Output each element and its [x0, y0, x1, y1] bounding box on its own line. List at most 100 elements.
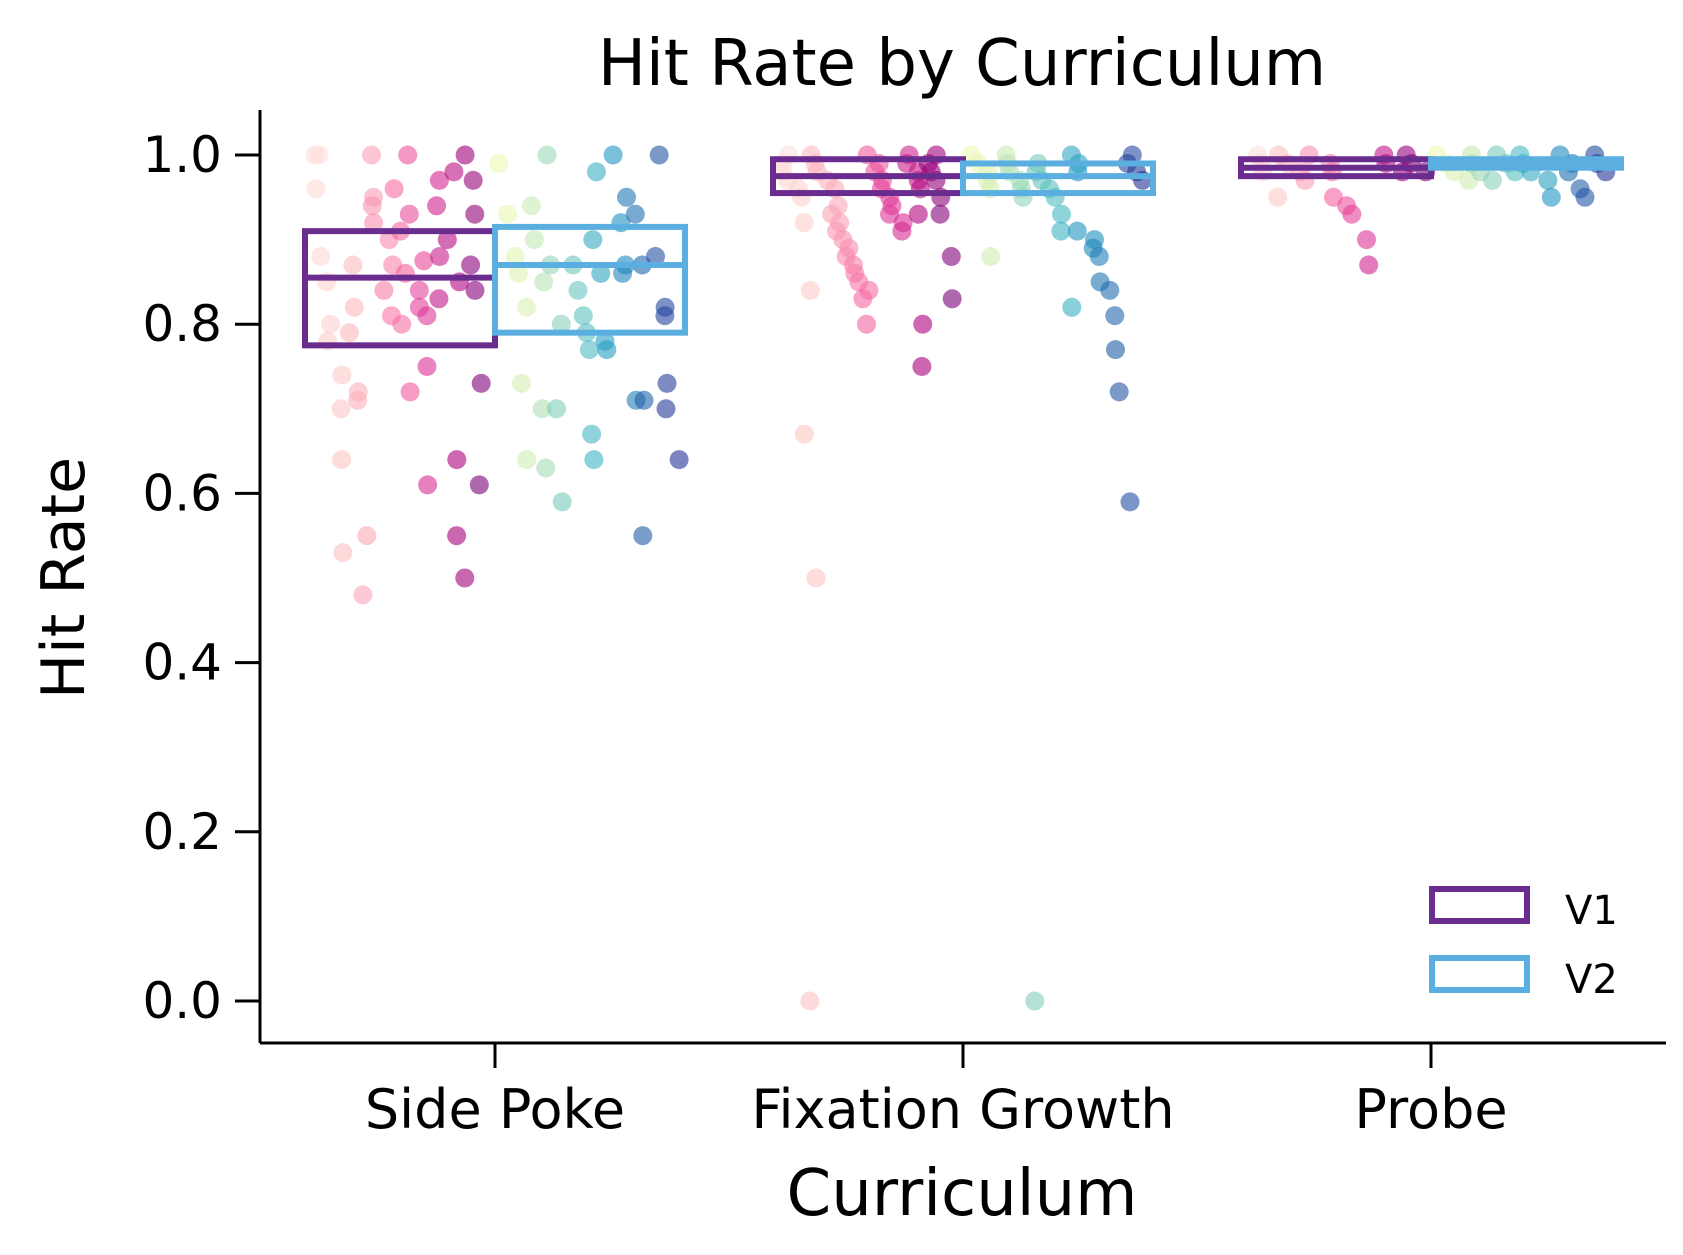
- data-point: [332, 365, 352, 385]
- data-point: [517, 297, 536, 317]
- data-point: [794, 424, 814, 444]
- data-point: [579, 340, 599, 360]
- data-point: [429, 170, 449, 190]
- data-point: [427, 196, 447, 216]
- data-point: [1575, 187, 1595, 207]
- data-point: [498, 204, 517, 224]
- data-point: [1109, 382, 1129, 402]
- data-point: [649, 145, 669, 165]
- data-point: [311, 247, 331, 266]
- data-point: [582, 424, 602, 444]
- data-point: [1100, 280, 1120, 300]
- data-point: [908, 204, 928, 224]
- data-point: [344, 297, 364, 317]
- data-point: [633, 526, 653, 546]
- data-point: [625, 204, 645, 224]
- data-point: [1062, 297, 1082, 317]
- data-point: [524, 230, 544, 250]
- legend: V1 V2: [1429, 886, 1618, 1003]
- y-axis-label: Hit Rate: [29, 457, 99, 699]
- data-point: [521, 196, 541, 216]
- x-axis-label: Curriculum: [787, 1157, 1138, 1231]
- chart-title: Hit Rate by Curriculum: [598, 27, 1326, 101]
- data-point: [586, 162, 606, 182]
- data-point: [634, 390, 654, 410]
- data-point: [794, 213, 814, 233]
- data-point: [941, 247, 961, 266]
- y-tick-label: 0.6: [142, 464, 222, 522]
- data-point: [1067, 221, 1087, 241]
- data-point: [417, 357, 437, 376]
- legend-swatch-v2: [1429, 955, 1530, 993]
- data-point: [603, 145, 623, 165]
- data-point: [321, 314, 340, 334]
- data-point: [471, 373, 491, 393]
- data-point: [551, 314, 571, 334]
- data-point: [532, 399, 552, 419]
- data-point: [1051, 221, 1071, 241]
- data-point: [399, 204, 419, 224]
- data-point: [617, 187, 636, 207]
- y-tick-label: 0.4: [142, 634, 222, 692]
- data-point: [583, 230, 603, 250]
- data-point: [511, 373, 531, 393]
- data-point: [1268, 187, 1288, 207]
- data-point: [455, 145, 475, 165]
- data-point: [597, 340, 617, 360]
- data-point: [892, 221, 912, 241]
- data-point: [461, 255, 481, 275]
- data-point: [1089, 247, 1109, 266]
- x-tick-label: Probe: [1354, 1078, 1507, 1141]
- y-ticks: 0.0 0.2 0.4 0.6 0.8 1.0: [142, 126, 260, 1030]
- data-point: [1052, 204, 1071, 224]
- data-point: [800, 280, 820, 300]
- data-point: [429, 289, 449, 309]
- legend-label-v2: V2: [1565, 957, 1618, 1003]
- data-point: [853, 289, 873, 309]
- data-point: [343, 255, 363, 275]
- data-point: [880, 204, 899, 224]
- y-tick-label: 1.0: [142, 126, 222, 184]
- data-point: [489, 154, 509, 173]
- data-point: [444, 162, 464, 182]
- data-point: [362, 196, 382, 216]
- data-point: [1541, 187, 1561, 207]
- data-point: [306, 179, 326, 199]
- data-point: [332, 450, 352, 470]
- data-point: [353, 585, 373, 605]
- data-point: [930, 204, 950, 224]
- data-point: [591, 263, 611, 283]
- data-point: [1538, 170, 1558, 190]
- box-v2: [492, 223, 688, 336]
- data-point: [657, 373, 677, 393]
- data-point: [547, 399, 566, 419]
- data-point: [669, 450, 689, 470]
- data-point: [517, 450, 537, 470]
- data-point: [913, 314, 933, 334]
- data-point: [362, 145, 381, 165]
- x-tick-label: Side Poke: [365, 1078, 625, 1141]
- data-point: [463, 170, 483, 190]
- data-point: [1106, 340, 1125, 360]
- data-point: [573, 306, 593, 326]
- data-point: [912, 357, 932, 376]
- data-point: [447, 526, 467, 546]
- data-point: [505, 247, 525, 266]
- data-point: [655, 306, 675, 326]
- data-point: [357, 526, 377, 546]
- data-point: [392, 314, 412, 334]
- data-point: [1357, 230, 1376, 250]
- data-point: [309, 145, 329, 165]
- data-point: [536, 458, 556, 478]
- plot-area: [302, 145, 1624, 1011]
- x-tick-label: Fixation Growth: [751, 1078, 1174, 1141]
- data-point: [1342, 204, 1362, 224]
- data-point: [942, 289, 962, 309]
- data-point: [584, 450, 604, 470]
- data-point: [800, 991, 820, 1011]
- legend-label-v1: V1: [1565, 888, 1618, 934]
- strip-points: [305, 145, 1616, 1011]
- data-point: [465, 204, 485, 224]
- data-point: [1105, 306, 1125, 326]
- data-point: [981, 247, 1001, 266]
